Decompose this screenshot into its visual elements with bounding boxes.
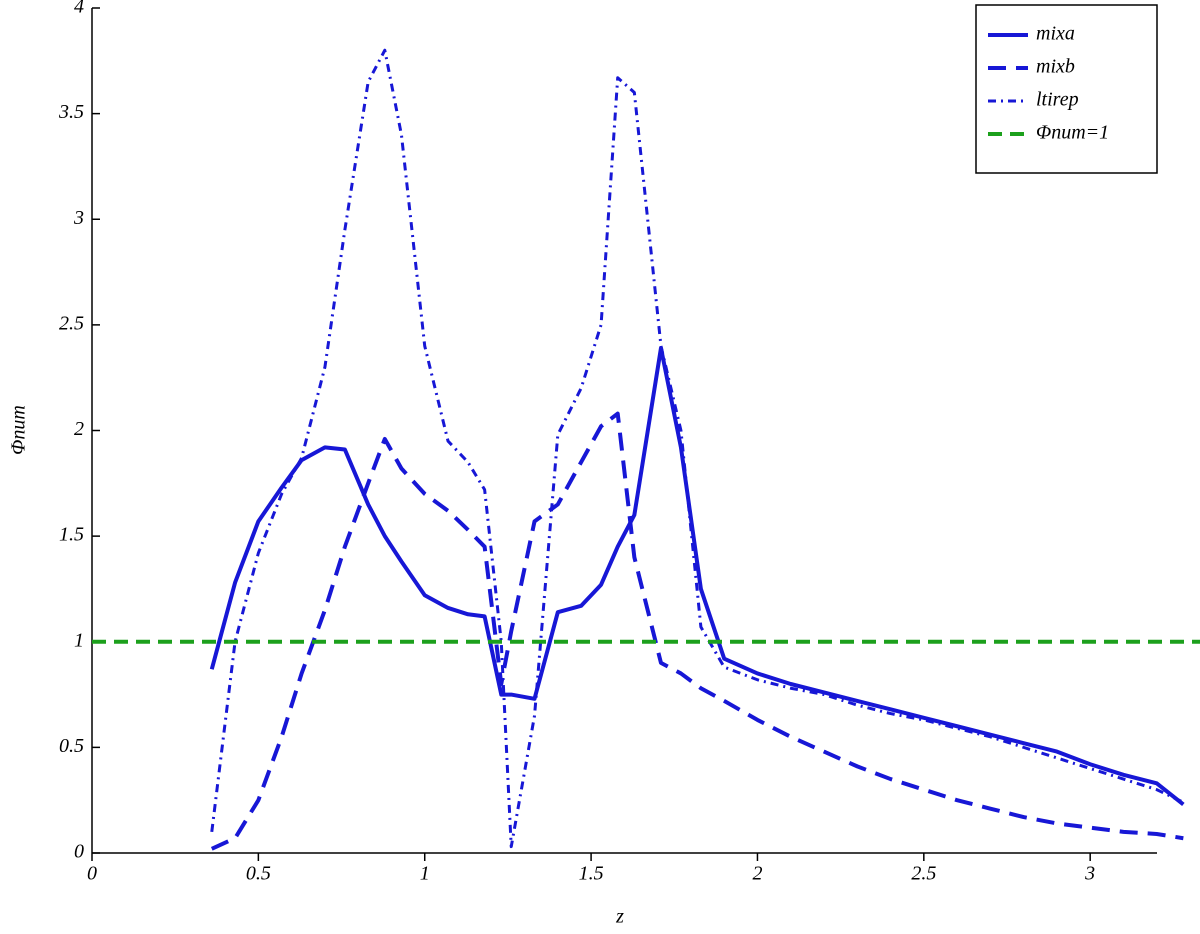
x-tick-label: 2.5 <box>911 863 936 885</box>
legend-label: mixb <box>1036 56 1075 78</box>
y-tick-label: 1 <box>74 629 84 651</box>
series-line <box>209 346 1185 806</box>
y-tick-label: 2.5 <box>59 312 84 334</box>
x-tick-label: 1.5 <box>579 863 604 885</box>
y-tick-label: 2 <box>74 418 84 440</box>
x-tick-label: 1 <box>420 863 430 885</box>
x-tick-label: 3 <box>1084 863 1095 885</box>
legend-box <box>975 4 1158 174</box>
y-tick-label: 3.5 <box>58 101 84 123</box>
y-axis-label: Φnum <box>8 405 30 455</box>
y-tick-label: 1.5 <box>59 524 84 546</box>
legend-label: Φnum=1 <box>1036 122 1109 144</box>
y-tick-label: 3 <box>73 207 84 229</box>
series-line <box>210 411 1184 851</box>
y-tick-label: 0 <box>74 841 84 863</box>
x-tick-label: 0 <box>87 863 97 885</box>
y-tick-label: 0.5 <box>59 735 84 757</box>
x-tick-label: 2 <box>752 863 762 885</box>
legend-label: ltirep <box>1036 89 1079 111</box>
legend-label: mixa <box>1036 23 1075 45</box>
y-tick-label: 4 <box>74 0 84 18</box>
x-axis-label: z <box>615 906 624 928</box>
x-tick-label: 0.5 <box>246 863 271 885</box>
